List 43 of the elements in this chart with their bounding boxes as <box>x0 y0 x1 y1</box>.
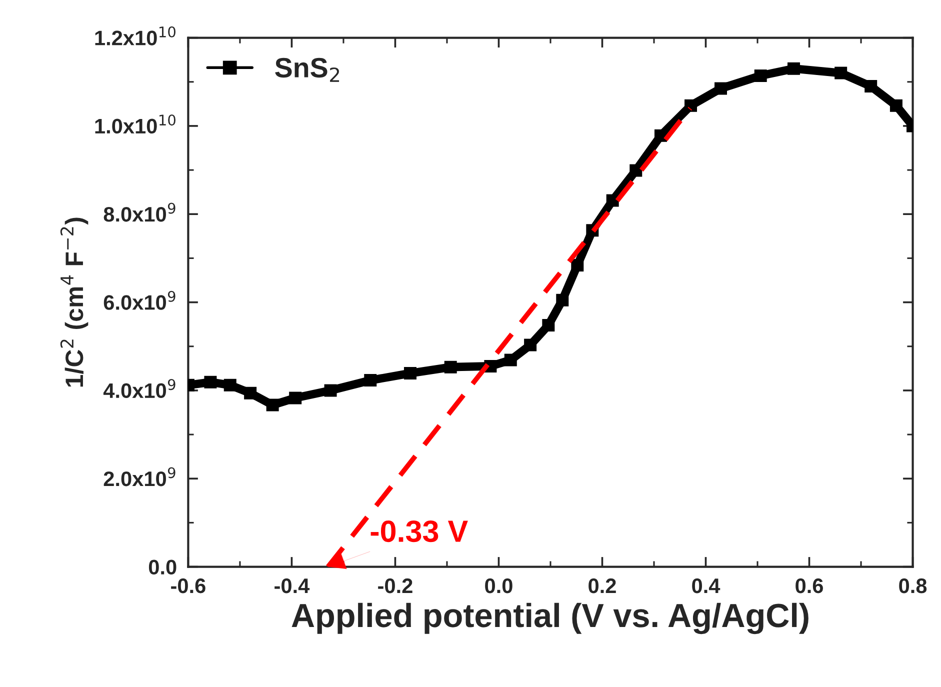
point <box>606 194 619 207</box>
point <box>444 360 457 374</box>
point <box>224 378 236 392</box>
y-tick-label: 1.2x10$^{10}$ <box>95 26 176 46</box>
legend-label: SnS$_{2}$ <box>275 58 340 82</box>
point <box>266 398 279 412</box>
point <box>754 69 767 82</box>
point <box>787 62 800 75</box>
x-tick-label: 0.6 <box>796 578 823 594</box>
point <box>571 259 584 272</box>
y-tick-label: 6.0x10$^{9}$ <box>104 290 176 310</box>
point <box>890 99 902 112</box>
point <box>556 294 569 306</box>
x-tick-label: -0.4 <box>274 578 310 594</box>
point <box>684 99 697 112</box>
point <box>504 354 517 366</box>
point <box>244 386 257 400</box>
point <box>542 318 555 332</box>
point <box>289 392 302 404</box>
y-tick-label: 0.0 <box>148 560 176 575</box>
y-tick-label: 1.0x10$^{10}$ <box>95 114 176 134</box>
point <box>834 66 848 80</box>
x-tick-label: 0.0 <box>485 578 512 594</box>
x-tick-label: -0.6 <box>171 578 206 594</box>
x-tick-label: -0.2 <box>378 578 412 594</box>
x-tick-label: 0.8 <box>899 578 927 594</box>
y-axis-title: 1/C$^{2}$ (cm$^{4}$ F$^{−2}$) <box>60 218 88 387</box>
point <box>630 164 642 177</box>
annotation: -0.33 V <box>370 520 468 542</box>
point <box>204 376 217 388</box>
point <box>324 384 337 397</box>
point <box>524 338 537 352</box>
point <box>364 374 377 387</box>
x-tick-label: 0.4 <box>692 578 720 594</box>
point <box>654 129 667 142</box>
x-tick-label: 0.2 <box>588 578 616 594</box>
point <box>864 80 878 93</box>
point <box>714 82 728 95</box>
x-axis-title: Applied potential (V vs. Ag/AgCl) <box>292 602 808 634</box>
y-tick-label: 4.0x10$^{9}$ <box>103 379 176 398</box>
point <box>404 367 416 380</box>
y-tick-label: 8.0x10$^{9}$ <box>104 202 176 222</box>
y-tick-label: 2.0x10$^{9}$ <box>104 467 176 486</box>
